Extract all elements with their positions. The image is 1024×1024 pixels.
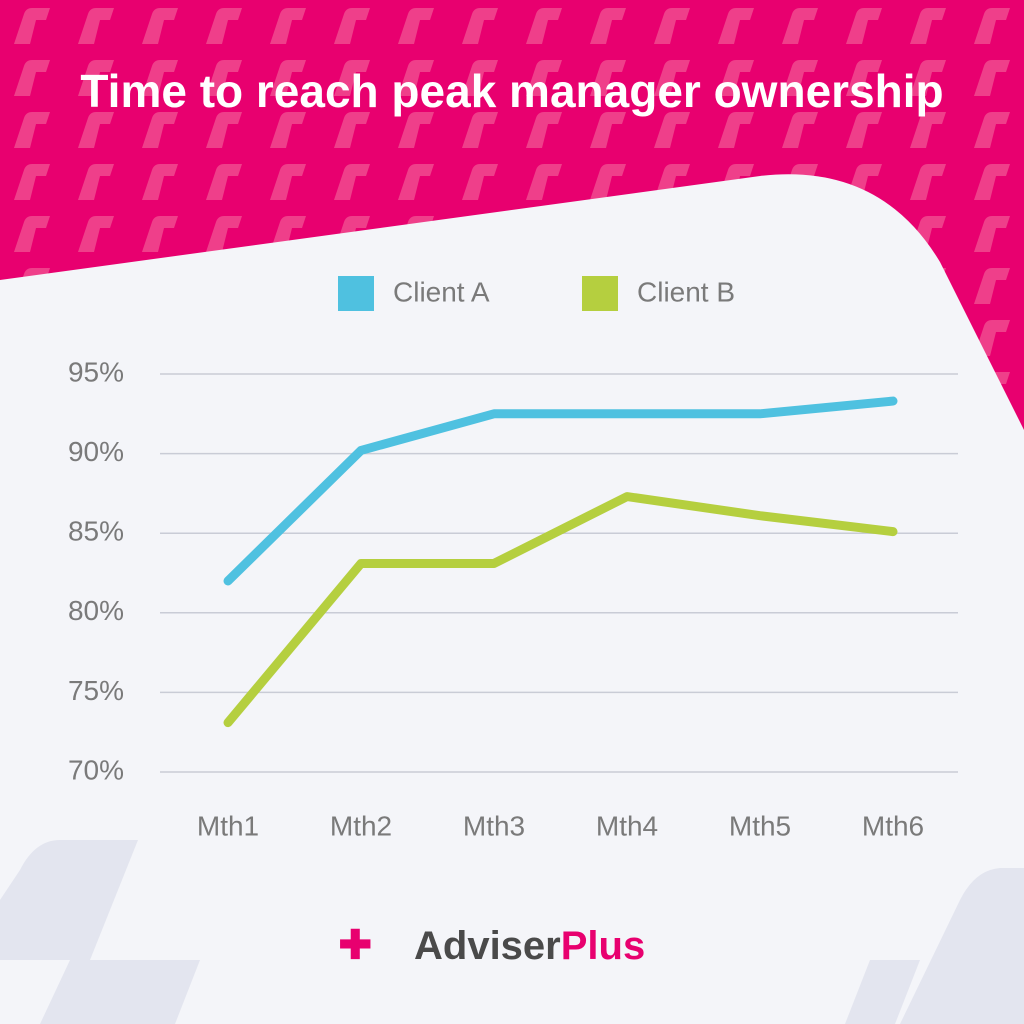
data-line [223,492,898,728]
legend-label: Client A [393,276,490,307]
decoration [0,840,138,960]
legend-label: Client B [637,276,735,307]
logo-part: Plus [561,924,645,968]
panel [0,174,1024,1024]
logo-icon: ✚ [338,924,372,968]
decoration [40,960,200,1024]
y-tick-label: 70% [68,754,124,785]
legend-swatch [338,276,374,311]
decoration [845,960,920,1024]
x-tick-label: Mth5 [729,810,791,841]
x-tick-label: Mth2 [330,810,392,841]
x-tick-label: Mth4 [596,810,658,841]
chart-title: Time to reach peak manager ownership [80,65,943,117]
y-tick-label: 95% [68,356,124,387]
x-tick-label: Mth1 [197,810,259,841]
legend-swatch [582,276,618,311]
y-tick-label: 80% [68,595,124,626]
x-tick-label: Mth6 [862,810,924,841]
y-tick-label: 75% [68,675,124,706]
y-tick-label: 85% [68,516,124,547]
y-tick-label: 90% [68,436,124,467]
x-tick-label: Mth3 [463,810,525,841]
logo: AdviserPlus [414,924,645,968]
logo-part: Adviser [414,924,561,968]
data-line [223,396,898,586]
decoration [900,868,1024,1024]
